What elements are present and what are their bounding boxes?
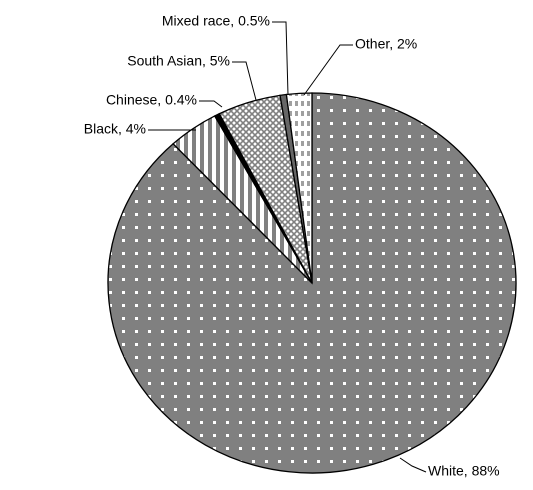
data-label: Chinese, 0.4%: [106, 92, 197, 108]
data-label: White, 88%: [428, 463, 500, 479]
leader-line: [232, 61, 257, 101]
leader-line: [199, 100, 223, 108]
leader-line: [272, 21, 289, 96]
data-label: Black, 4%: [84, 121, 146, 137]
data-label: Mixed race, 0.5%: [162, 13, 270, 29]
data-label: South Asian, 5%: [127, 53, 230, 69]
pie-slice: [285, 92, 313, 284]
data-label: Other, 2%: [355, 36, 417, 52]
leader-line: [303, 44, 353, 96]
leader-line: [399, 457, 427, 473]
